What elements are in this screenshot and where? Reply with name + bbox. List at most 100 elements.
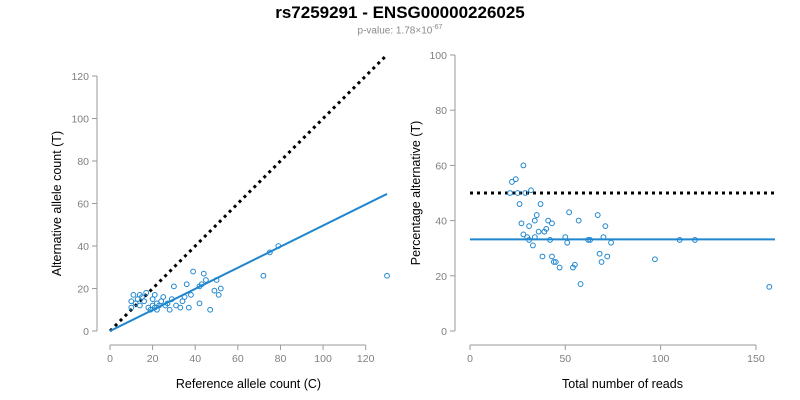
plot2-y-tick-label: 100 xyxy=(429,50,447,62)
plot2-data-point xyxy=(549,253,555,260)
plot2-data-point xyxy=(571,261,578,268)
plot2-data-point xyxy=(509,179,515,185)
plot2-data-point xyxy=(766,283,773,290)
plot2-data-point xyxy=(594,212,601,218)
plot1-data-point xyxy=(130,291,137,298)
plot1-data-point xyxy=(183,281,190,288)
plot1-x-tick-label: 100 xyxy=(314,353,332,365)
plot1-data-point xyxy=(202,277,209,283)
plot2-y-tick-label: 80 xyxy=(435,105,447,117)
plot1-data-point xyxy=(196,300,203,307)
plot2-data-point xyxy=(535,228,542,235)
plot2-x-axis-title: Total number of reads xyxy=(562,377,683,391)
plot1-y-tick-label: 40 xyxy=(77,241,89,253)
plot1-reference-line-dotted xyxy=(108,53,389,333)
plot1-data-point xyxy=(164,300,171,307)
chart-subtitle-pvalue: p-value: 1.78×10-67 xyxy=(0,24,800,36)
plot1-data-point xyxy=(215,291,222,298)
plot2-data-point xyxy=(608,239,614,246)
plot1-data-point xyxy=(198,281,205,288)
plot1-data-point xyxy=(260,272,267,279)
plot1-x-tick-label: 120 xyxy=(357,353,375,365)
plot1-x-tick-label: 60 xyxy=(232,353,244,365)
plot1-y-tick-label: 120 xyxy=(71,71,89,83)
pvalue-exponent: -67 xyxy=(432,24,443,31)
plot2-x-tick-label: 150 xyxy=(747,353,765,365)
plot2-data-point xyxy=(676,237,683,243)
plot2-data-point xyxy=(692,237,698,243)
plot2-data-point xyxy=(556,264,563,271)
plot2-data-point xyxy=(520,162,527,169)
plot1-data-point xyxy=(168,296,175,303)
plot2-data-point xyxy=(596,250,603,257)
plot2-data-point xyxy=(526,223,532,230)
plot1-x-tick-label: 0 xyxy=(107,353,113,365)
plot1-data-point xyxy=(136,302,143,309)
plot1-data-point xyxy=(207,306,214,313)
plot2-x-tick-label: 50 xyxy=(559,353,571,365)
plot2-data-point xyxy=(520,231,527,238)
plot1-data-point xyxy=(171,283,177,290)
chart-title: rs7259291 - ENSG00000226025 xyxy=(275,3,525,22)
plot2-data-point xyxy=(547,237,553,243)
plot1-x-tick-label: 80 xyxy=(275,353,287,365)
plot1-data-point xyxy=(166,306,173,313)
plot2-data-point xyxy=(550,259,557,265)
pvalue-times: ×10 xyxy=(415,25,433,37)
pvalue-prefix: p-value: 1.78 xyxy=(357,25,416,37)
plot1-data-point xyxy=(275,243,282,249)
plot2-data-point xyxy=(543,225,550,232)
plot1-data-point xyxy=(217,285,224,292)
plot1-data-point xyxy=(185,304,192,311)
plot2-data-point xyxy=(566,209,573,216)
plot2-data-point xyxy=(530,242,536,249)
plot2-y-tick-label: 20 xyxy=(435,271,447,283)
plot1-data-point xyxy=(128,304,135,311)
plot1-x-tick-label: 20 xyxy=(147,353,159,365)
plot2-y-tick-label: 40 xyxy=(435,216,447,228)
plot1-y-tick-label: 60 xyxy=(77,199,89,211)
plot1-data-point xyxy=(384,272,390,279)
plot2-data-point xyxy=(539,253,546,260)
plot1-fit-line xyxy=(109,193,388,332)
plot1-data-point xyxy=(213,277,220,283)
plot2-data-point xyxy=(585,237,592,243)
plot1-y-tick-label: 20 xyxy=(77,284,89,296)
plot1-data-point xyxy=(151,291,158,298)
plot2-data-point xyxy=(518,220,525,227)
plot2-x-tick-label: 0 xyxy=(467,353,473,365)
plot2-data-point xyxy=(604,253,611,260)
plot2-data-point xyxy=(545,217,552,224)
plot2-data-point xyxy=(531,234,538,241)
plot2-data-point xyxy=(531,217,538,224)
plot1-x-tick-label: 40 xyxy=(189,353,201,365)
plot2-data-point xyxy=(600,234,607,241)
plot2-data-point xyxy=(522,190,529,196)
plot2-y-axis-title: Percentage alternative (T) xyxy=(409,121,423,266)
plot1-data-point xyxy=(188,291,194,298)
plot2-y-tick-label: 60 xyxy=(435,160,447,172)
plot1-data-point xyxy=(266,249,273,256)
plot2-data-point xyxy=(516,201,523,207)
plot1-y-tick-label: 80 xyxy=(77,156,89,168)
plot2-y-tick-label: 0 xyxy=(441,326,447,338)
plot2-x-tick-label: 100 xyxy=(652,353,670,365)
plot2-data-point xyxy=(549,220,555,227)
plot2-data-point xyxy=(652,256,658,263)
plot2-data-point xyxy=(577,281,584,287)
plot2-data-point xyxy=(528,187,534,194)
plot1-data-point xyxy=(141,298,147,305)
plot2-data-point xyxy=(602,223,609,230)
plot2-data-point xyxy=(562,234,569,241)
plot2-data-point xyxy=(564,239,571,246)
plot1-y-tick-label: 0 xyxy=(83,326,89,338)
plot2-data-point xyxy=(533,212,540,218)
plot1-data-point xyxy=(143,289,150,296)
plot1-y-tick-label: 100 xyxy=(71,114,89,126)
plot2-data-point xyxy=(526,237,532,243)
plot2-data-point xyxy=(514,190,521,196)
plot1-y-axis-title: Alternative allele count (T) xyxy=(50,131,64,276)
plot2-data-point xyxy=(598,259,605,265)
